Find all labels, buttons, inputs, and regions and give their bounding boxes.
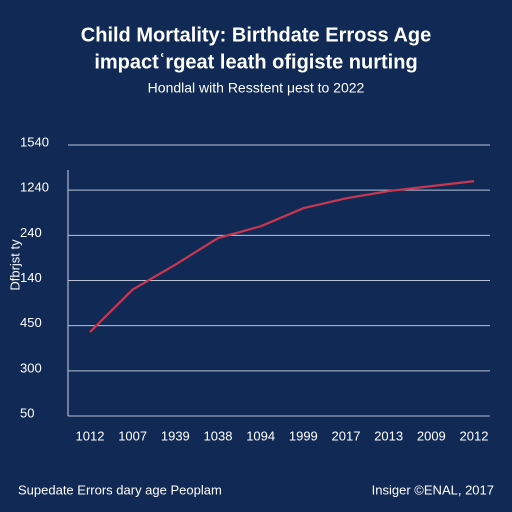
x-tick-label: 2013 [374, 428, 403, 443]
y-tick-label: 50 [20, 405, 34, 420]
y-tick-label: 240 [20, 225, 42, 240]
y-axis-label: Dfbrjst ty [7, 239, 22, 291]
x-tick-label: 2017 [332, 428, 361, 443]
footer-left: Supedate Errors dary age Peoplam [18, 482, 222, 497]
x-tick-label: 1094 [246, 428, 275, 443]
x-tick-label: 2012 [460, 428, 489, 443]
x-tick-label: 1012 [76, 428, 105, 443]
y-tick-label: 140 [20, 270, 42, 285]
x-tick-label: 1038 [204, 428, 233, 443]
x-tick-label: 1007 [118, 428, 147, 443]
y-tick-label: 300 [20, 360, 42, 375]
chart-title: Child Mortality: Birthdate Erross Age [81, 24, 431, 46]
x-tick-label: 2009 [417, 428, 446, 443]
y-tick-label: 1240 [20, 180, 49, 195]
x-tick-label: 1939 [161, 428, 190, 443]
x-tick-label: 1999 [289, 428, 318, 443]
y-tick-label: 1540 [20, 134, 49, 149]
y-tick-label: 450 [20, 315, 42, 330]
chart-title: impactʿrgeat leath ofigiste nurting [94, 51, 417, 73]
chart-subtitle: Hondlal with Resstent μest to 2022 [148, 80, 365, 96]
footer-right: Insiger ©ENAL, 2017 [372, 482, 494, 497]
data-line [89, 180, 475, 333]
